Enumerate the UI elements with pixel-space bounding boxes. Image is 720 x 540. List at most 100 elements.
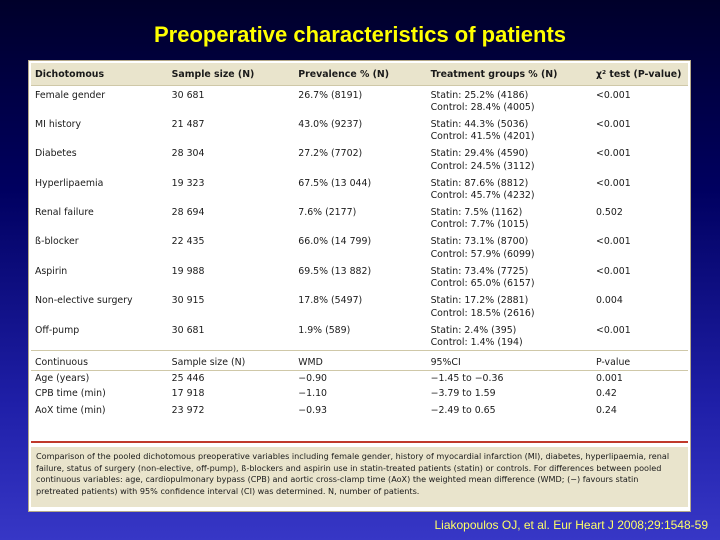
- statin-value: Statin: 25.2% (4186): [430, 90, 529, 101]
- row-sample-size: 23 972: [171, 404, 205, 416]
- row-treatment: Statin: 2.4% (395) Control: 1.4% (194): [427, 321, 592, 350]
- row-p-value: <0.001: [595, 265, 631, 277]
- col-dichotomous: Dichotomous: [31, 63, 168, 86]
- statin-value: Statin: 44.3% (5036): [430, 118, 529, 130]
- row-prevalence: 43.0% (9237): [298, 118, 363, 130]
- statin-value: Statin: 87.6% (8812): [430, 177, 529, 189]
- row-p-value: <0.001: [595, 177, 631, 189]
- col-treatment: Treatment groups % (N): [426, 63, 592, 86]
- row-prevalence: 69.5% (13 882): [298, 265, 372, 277]
- statin-value: Statin: 73.1% (8700): [430, 236, 529, 248]
- table-caption: Comparison of the pooled dichotomous pre…: [31, 447, 688, 507]
- statin-value: Statin: 7.5% (1162): [430, 207, 523, 219]
- continuous-header-row: Continuous Sample size (N) WMD 95%CI P-v…: [31, 349, 688, 371]
- row-prevalence: 66.0% (14 799): [298, 236, 372, 248]
- row-treatment: Statin: 7.5% (1162) Control: 7.7% (1015): [427, 203, 592, 232]
- row-prevalence: 17.8% (5497): [298, 295, 363, 307]
- row-sample-size: 30 681: [171, 90, 205, 101]
- control-value: Control: 1.4% (194): [430, 337, 523, 349]
- table-row: Diabetes 28 304 27.2% (7702) Statin: 29.…: [31, 144, 688, 173]
- preop-table: Dichotomous Sample size (N) Prevalence %…: [31, 63, 688, 419]
- row-p-value: <0.001: [595, 90, 631, 101]
- control-value: Control: 28.4% (4005): [430, 102, 535, 114]
- statin-value: Statin: 29.4% (4590): [430, 148, 529, 160]
- table-row: CPB time (min) 17 918 −1.10 −3.79 to 1.5…: [31, 386, 688, 402]
- row-treatment: Statin: 29.4% (4590) Control: 24.5% (3112…: [427, 144, 592, 173]
- row-label: Hyperlipaemia: [35, 177, 104, 189]
- row-sample-size: 25 446: [171, 372, 205, 384]
- row-sample-size: 30 915: [171, 295, 205, 307]
- table-row: MI history 21 487 43.0% (9237) Statin: 4…: [31, 115, 688, 144]
- row-prevalence: 7.6% (2177): [298, 207, 357, 219]
- row-label: ß-blocker: [35, 236, 79, 248]
- row-sample-size: 22 435: [171, 236, 205, 248]
- col-chi2: χ² test (P-value): [591, 63, 688, 86]
- continuous-p-header: P-value: [591, 349, 688, 371]
- row-p-value: <0.001: [595, 148, 631, 160]
- row-sample-size: 21 487: [171, 118, 205, 130]
- table-row: ß-blocker 22 435 66.0% (14 799) Statin: …: [31, 232, 688, 261]
- row-p-value: <0.001: [595, 324, 631, 336]
- control-value: Control: 18.5% (2616): [430, 307, 535, 319]
- row-treatment: Statin: 17.2% (2881) Control: 18.5% (2616…: [427, 291, 592, 320]
- table-row: AoX time (min) 23 972 −0.93 −2.49 to 0.6…: [31, 403, 688, 419]
- row-ci: −3.79 to 1.59: [430, 388, 496, 400]
- continuous-wmd-header: WMD: [294, 349, 427, 371]
- row-label: CPB time (min): [35, 388, 106, 400]
- row-p-value: 0.502: [595, 207, 623, 219]
- row-sample-size: 19 323: [171, 177, 205, 189]
- table-row: Age (years) 25 446 −0.90 −1.45 to −0.36 …: [31, 370, 688, 386]
- row-label: Aspirin: [35, 265, 68, 277]
- row-sample-size: 30 681: [171, 324, 205, 336]
- table-row: Off-pump 30 681 1.9% (589) Statin: 2.4% …: [31, 321, 688, 350]
- header-row: Dichotomous Sample size (N) Prevalence %…: [31, 63, 688, 86]
- row-prevalence: 26.7% (8191): [298, 90, 363, 101]
- row-wmd: −0.93: [298, 404, 327, 416]
- row-treatment: Statin: 44.3% (5036) Control: 41.5% (4201…: [427, 115, 592, 144]
- col-prevalence: Prevalence % (N): [294, 63, 427, 86]
- table-row: Aspirin 19 988 69.5% (13 882) Statin: 73…: [31, 262, 688, 291]
- control-value: Control: 24.5% (3112): [430, 160, 535, 172]
- row-prevalence: 27.2% (7702): [298, 148, 363, 160]
- row-treatment: Statin: 25.2% (4186) Control: 28.4% (4005…: [427, 86, 592, 115]
- row-label: Off-pump: [35, 324, 80, 336]
- row-treatment: Statin: 87.6% (8812) Control: 45.7% (4232…: [427, 174, 592, 203]
- statin-value: Statin: 73.4% (7725): [430, 265, 529, 277]
- red-rule-divider: [31, 441, 688, 443]
- row-label: Non-elective surgery: [35, 295, 133, 307]
- row-prevalence: 67.5% (13 044): [298, 177, 372, 189]
- control-value: Control: 57.9% (6099): [430, 248, 535, 260]
- slide-title: Preoperative characteristics of patients: [153, 22, 567, 47]
- row-label: Renal failure: [35, 207, 94, 219]
- table-row: Hyperlipaemia 19 323 67.5% (13 044) Stat…: [31, 174, 688, 203]
- row-p-value: <0.001: [595, 118, 631, 130]
- row-sample-size: 19 988: [171, 265, 205, 277]
- row-sample-size: 28 694: [171, 207, 205, 219]
- row-sample-size: 17 918: [171, 388, 205, 400]
- control-value: Control: 41.5% (4201): [430, 131, 535, 143]
- row-p-value: 0.42: [595, 388, 617, 400]
- control-value: Control: 7.7% (1015): [430, 219, 529, 231]
- row-label: MI history: [35, 118, 82, 130]
- row-label: AoX time (min): [35, 404, 106, 416]
- statin-value: Statin: 2.4% (395): [430, 324, 517, 336]
- control-value: Control: 65.0% (6157): [430, 278, 535, 290]
- row-treatment: Statin: 73.1% (8700) Control: 57.9% (6099…: [427, 232, 592, 261]
- row-wmd: −0.90: [298, 372, 327, 384]
- row-ci: −2.49 to 0.65: [430, 404, 496, 416]
- row-label: Female gender: [35, 90, 106, 101]
- row-sample-size: 28 304: [171, 148, 205, 160]
- col-sample-size: Sample size (N): [167, 63, 295, 86]
- row-treatment: Statin: 73.4% (7725) Control: 65.0% (6157…: [427, 262, 592, 291]
- row-prevalence: 1.9% (589): [298, 324, 351, 336]
- row-label: Age (years): [35, 372, 90, 384]
- row-label: Diabetes: [35, 148, 77, 160]
- continuous-ci-header: 95%CI: [426, 349, 592, 371]
- row-p-value: <0.001: [595, 236, 631, 248]
- citation: Liakopoulos OJ, et al. Eur Heart J 2008;…: [434, 518, 708, 532]
- row-p-value: 0.001: [595, 372, 623, 384]
- table-row: Female gender 30 681 26.7% (8191) Statin…: [31, 86, 688, 115]
- table-row: Non-elective surgery 30 915 17.8% (5497)…: [31, 291, 688, 320]
- row-ci: −1.45 to −0.36: [430, 372, 504, 384]
- continuous-sample-size-header: Sample size (N): [167, 349, 295, 371]
